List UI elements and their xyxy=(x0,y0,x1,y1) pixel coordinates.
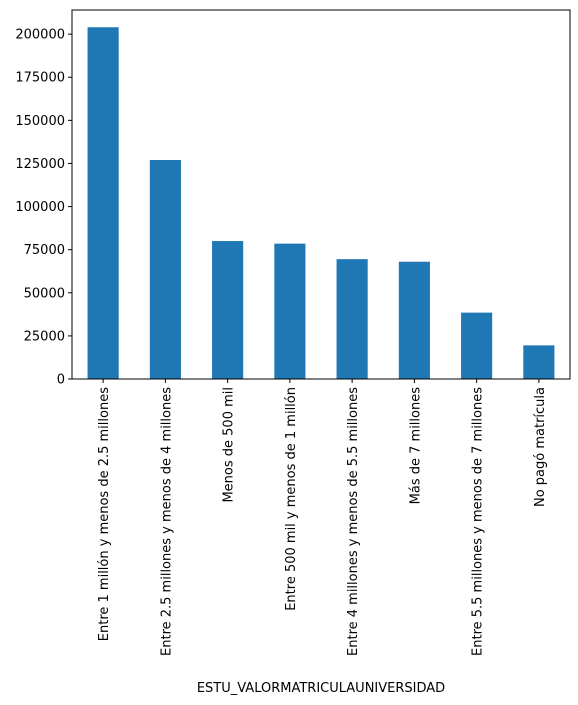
x-tick-label-5: Más de 7 millones xyxy=(408,387,423,505)
bar-3 xyxy=(274,243,306,379)
bar-7 xyxy=(523,345,555,379)
x-tick-label-1: Entre 2.5 millones y menos de 4 millones xyxy=(159,387,174,656)
x-tick-label-7: No pagó matrícula xyxy=(533,387,548,507)
y-tick-label-6: 150000 xyxy=(15,114,65,129)
x-tick-label-6: Entre 5.5 millones y menos de 7 millones xyxy=(471,387,486,656)
bar-2 xyxy=(212,241,244,379)
x-axis-title: ESTU_VALORMATRICULAUNIVERSIDAD xyxy=(197,681,445,696)
bar-0 xyxy=(87,27,119,380)
x-tick-label-3: Entre 500 mil y menos de 1 millón xyxy=(284,387,299,611)
x-tick-label-4: Entre 4 millones y menos de 5.5 millones xyxy=(346,387,361,656)
bar-1 xyxy=(149,160,181,379)
x-axis: Entre 1 millón y menos de 2.5 millones En… xyxy=(97,379,548,656)
y-tick-label-8: 200000 xyxy=(15,28,65,43)
bar-6 xyxy=(461,312,493,379)
bar-4 xyxy=(336,259,368,379)
y-tick-label-1: 25000 xyxy=(24,329,65,344)
y-tick-label-3: 75000 xyxy=(24,243,65,258)
y-tick-label-0: 0 xyxy=(57,373,65,388)
bar-5 xyxy=(398,261,430,379)
bars-group xyxy=(87,27,555,380)
x-tick-label-2: Menos de 500 mil xyxy=(222,387,237,503)
y-tick-label-4: 100000 xyxy=(15,200,65,215)
x-tick-label-0: Entre 1 millón y menos de 2.5 millones xyxy=(97,387,112,641)
plot-frame xyxy=(71,9,571,380)
y-axis: 0 25000 50000 75000 100000 125000 150000 175000… xyxy=(15,28,72,388)
y-tick-label-7: 175000 xyxy=(15,71,65,86)
y-tick-label-5: 125000 xyxy=(15,157,65,172)
y-tick-label-2: 50000 xyxy=(24,286,65,301)
